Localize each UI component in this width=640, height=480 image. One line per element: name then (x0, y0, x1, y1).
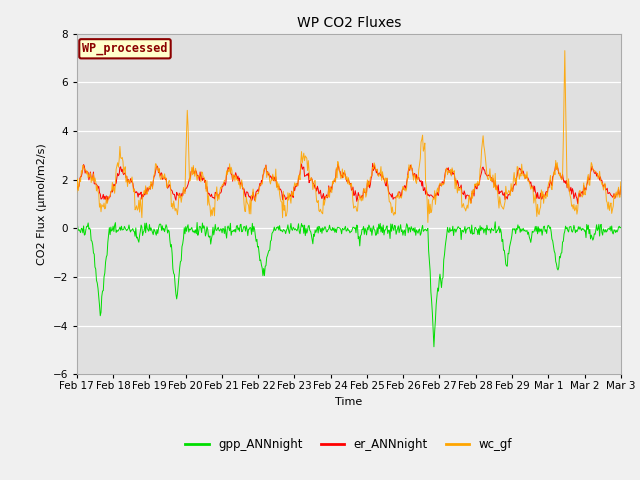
wc_gf (415, 167, 422, 172)
Line: gpp_ANNnight: gpp_ANNnight (77, 222, 621, 347)
X-axis label: Time: Time (335, 397, 362, 407)
er_ANNnight (73, 187, 81, 192)
er_ANNnight (223, 170, 230, 176)
wc_gf (431, 202, 439, 207)
Y-axis label: CO2 Flux (μmol/m2/s): CO2 Flux (μmol/m2/s) (37, 143, 47, 265)
er_ANNnight (617, 184, 625, 190)
wc_gf (223, 168, 230, 174)
wc_gf (194, 173, 202, 179)
wc_gf (424, 219, 432, 225)
gpp_ANNnight (415, 227, 422, 233)
gpp_ANNnight (139, 233, 147, 239)
Legend: gpp_ANNnight, er_ANNnight, wc_gf: gpp_ANNnight, er_ANNnight, wc_gf (180, 433, 517, 456)
er_ANNnight (83, 169, 90, 175)
gpp_ANNnight (492, 219, 499, 225)
wc_gf (83, 171, 90, 177)
er_ANNnight (574, 201, 582, 206)
gpp_ANNnight (430, 344, 438, 349)
gpp_ANNnight (431, 317, 439, 323)
Text: WP_processed: WP_processed (82, 42, 168, 55)
wc_gf (561, 48, 569, 53)
Line: er_ANNnight: er_ANNnight (77, 163, 621, 204)
er_ANNnight (369, 160, 376, 166)
gpp_ANNnight (194, 232, 202, 238)
er_ANNnight (416, 178, 424, 184)
wc_gf (73, 190, 81, 195)
gpp_ANNnight (617, 225, 625, 230)
er_ANNnight (194, 173, 202, 179)
er_ANNnight (139, 192, 147, 197)
Title: WP CO2 Fluxes: WP CO2 Fluxes (296, 16, 401, 30)
gpp_ANNnight (83, 224, 90, 229)
er_ANNnight (431, 193, 439, 199)
Line: wc_gf: wc_gf (77, 50, 621, 222)
wc_gf (617, 179, 625, 185)
wc_gf (139, 195, 147, 201)
gpp_ANNnight (223, 235, 230, 241)
gpp_ANNnight (73, 223, 81, 229)
